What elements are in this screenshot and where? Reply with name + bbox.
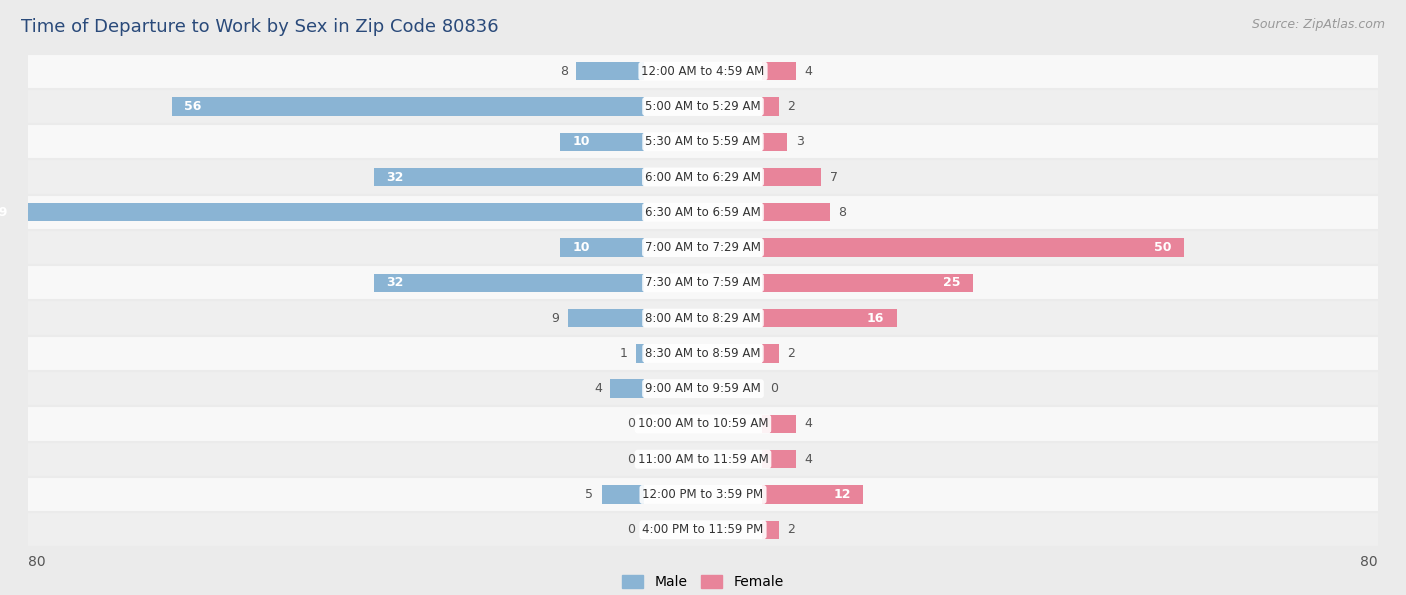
- Text: 3: 3: [796, 135, 804, 148]
- Bar: [636, 345, 644, 362]
- Bar: [762, 274, 973, 292]
- Text: 7:00 AM to 7:29 AM: 7:00 AM to 7:29 AM: [645, 241, 761, 254]
- Text: 8: 8: [838, 206, 846, 219]
- Text: 10: 10: [572, 241, 589, 254]
- Text: 12:00 AM to 4:59 AM: 12:00 AM to 4:59 AM: [641, 65, 765, 78]
- Bar: [568, 309, 644, 327]
- Text: 6:30 AM to 6:59 AM: 6:30 AM to 6:59 AM: [645, 206, 761, 219]
- Text: 79: 79: [0, 206, 7, 219]
- Text: 1: 1: [619, 347, 627, 360]
- Bar: [576, 62, 644, 80]
- Bar: [28, 336, 1378, 371]
- Text: 2: 2: [787, 100, 796, 113]
- Bar: [762, 309, 897, 327]
- Text: 16: 16: [868, 312, 884, 325]
- Text: 0: 0: [627, 418, 636, 430]
- Text: 6:00 AM to 6:29 AM: 6:00 AM to 6:29 AM: [645, 171, 761, 183]
- Bar: [28, 54, 1378, 89]
- Legend: Male, Female: Male, Female: [617, 569, 789, 595]
- Text: 2: 2: [787, 523, 796, 536]
- Text: 4: 4: [804, 65, 813, 78]
- Bar: [374, 274, 644, 292]
- Text: 4: 4: [804, 418, 813, 430]
- Bar: [560, 239, 644, 256]
- Bar: [28, 265, 1378, 300]
- Bar: [762, 486, 863, 503]
- Text: 56: 56: [184, 100, 201, 113]
- Bar: [762, 345, 779, 362]
- Text: 7: 7: [830, 171, 838, 183]
- Bar: [602, 486, 644, 503]
- Text: 5: 5: [585, 488, 593, 501]
- Bar: [762, 521, 779, 539]
- Bar: [0, 203, 644, 221]
- Text: 0: 0: [627, 523, 636, 536]
- Bar: [560, 133, 644, 151]
- Text: 2: 2: [787, 347, 796, 360]
- Text: 9: 9: [551, 312, 560, 325]
- Bar: [762, 98, 779, 115]
- Bar: [28, 89, 1378, 124]
- Text: 12:00 PM to 3:59 PM: 12:00 PM to 3:59 PM: [643, 488, 763, 501]
- Text: Time of Departure to Work by Sex in Zip Code 80836: Time of Departure to Work by Sex in Zip …: [21, 18, 499, 36]
- Text: 80: 80: [1360, 555, 1378, 569]
- Text: 8:30 AM to 8:59 AM: 8:30 AM to 8:59 AM: [645, 347, 761, 360]
- Text: 4: 4: [593, 382, 602, 395]
- Text: 10:00 AM to 10:59 AM: 10:00 AM to 10:59 AM: [638, 418, 768, 430]
- Text: 10: 10: [572, 135, 589, 148]
- Bar: [172, 98, 644, 115]
- Bar: [762, 168, 821, 186]
- Text: 12: 12: [834, 488, 851, 501]
- Bar: [374, 168, 644, 186]
- Bar: [28, 477, 1378, 512]
- Bar: [610, 380, 644, 398]
- Text: 50: 50: [1154, 241, 1171, 254]
- Text: 7:30 AM to 7:59 AM: 7:30 AM to 7:59 AM: [645, 276, 761, 289]
- Bar: [762, 450, 796, 468]
- Bar: [28, 230, 1378, 265]
- Bar: [762, 203, 830, 221]
- Text: 4:00 PM to 11:59 PM: 4:00 PM to 11:59 PM: [643, 523, 763, 536]
- Text: 8:00 AM to 8:29 AM: 8:00 AM to 8:29 AM: [645, 312, 761, 325]
- Bar: [28, 406, 1378, 441]
- Text: 8: 8: [560, 65, 568, 78]
- Text: 32: 32: [387, 171, 404, 183]
- Bar: [28, 124, 1378, 159]
- Bar: [28, 371, 1378, 406]
- Bar: [28, 159, 1378, 195]
- Bar: [28, 300, 1378, 336]
- Bar: [762, 239, 1184, 256]
- Bar: [762, 133, 787, 151]
- Text: 11:00 AM to 11:59 AM: 11:00 AM to 11:59 AM: [638, 453, 768, 466]
- Text: 25: 25: [943, 276, 960, 289]
- Bar: [28, 441, 1378, 477]
- Text: 32: 32: [387, 276, 404, 289]
- Bar: [762, 415, 796, 433]
- Text: 0: 0: [770, 382, 779, 395]
- Bar: [762, 62, 796, 80]
- Text: 4: 4: [804, 453, 813, 466]
- Text: 80: 80: [28, 555, 46, 569]
- Text: Source: ZipAtlas.com: Source: ZipAtlas.com: [1251, 18, 1385, 31]
- Bar: [28, 512, 1378, 547]
- Text: 0: 0: [627, 453, 636, 466]
- Text: 5:30 AM to 5:59 AM: 5:30 AM to 5:59 AM: [645, 135, 761, 148]
- Bar: [28, 195, 1378, 230]
- Text: 9:00 AM to 9:59 AM: 9:00 AM to 9:59 AM: [645, 382, 761, 395]
- Text: 5:00 AM to 5:29 AM: 5:00 AM to 5:29 AM: [645, 100, 761, 113]
